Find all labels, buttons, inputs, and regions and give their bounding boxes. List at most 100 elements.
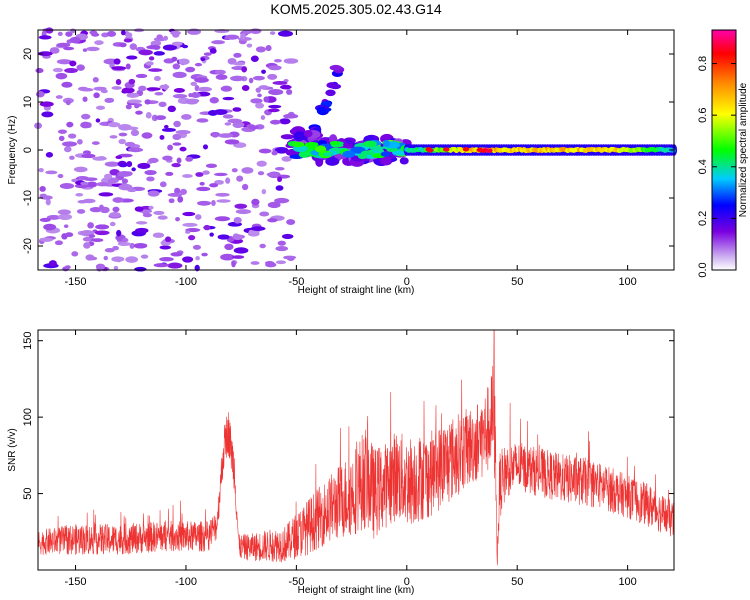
noise-blob (95, 263, 106, 270)
noise-blob (80, 181, 89, 186)
noise-blob (281, 156, 292, 162)
noise-blob (92, 77, 99, 83)
snr-y-axis: 50 100 150 (22, 332, 674, 500)
noise-blob (182, 174, 193, 178)
snr-x-label: Height of straight line (km) (298, 585, 415, 596)
trace-halo-blob (399, 157, 409, 165)
noise-blob (277, 240, 286, 246)
trace-core-blob (329, 141, 340, 146)
noise-blob (45, 198, 51, 206)
noise-blob (109, 221, 116, 227)
noise-blob (224, 243, 234, 251)
noise-blob (194, 77, 209, 83)
noise-blob (71, 251, 79, 257)
noise-blob (153, 51, 166, 56)
noise-blob (233, 247, 249, 254)
noise-blob (89, 30, 98, 35)
noise-blob (157, 215, 168, 220)
snr-x-tick-label: 0 (404, 576, 410, 588)
noise-blob (118, 132, 128, 137)
noise-blob (190, 92, 201, 98)
noise-blob (203, 224, 211, 231)
noise-blob (209, 97, 219, 104)
colorbar-frame (711, 29, 737, 271)
noise-blob (144, 169, 157, 176)
noise-blob (281, 233, 294, 239)
trace-core-blob (304, 141, 319, 147)
noise-blob (76, 209, 86, 214)
noise-blob (216, 199, 231, 203)
noise-blob (259, 243, 266, 249)
diagonal-feature-blob (325, 89, 336, 97)
noise-blob (109, 211, 121, 218)
noise-blob (106, 30, 117, 37)
noise-blob (269, 31, 276, 35)
noise-blob (103, 173, 113, 180)
spectrogram-y-label: Frequency (Hz) (7, 116, 18, 185)
trace-halo-blob (293, 131, 306, 142)
noise-blob (81, 153, 96, 159)
trace-core-blob (380, 151, 391, 157)
noise-blob (64, 68, 78, 74)
noise-blob (168, 198, 175, 204)
noise-blob (104, 248, 115, 253)
noise-blob (232, 255, 245, 259)
colorbar-gradient (712, 30, 736, 270)
noise-blob (158, 101, 167, 107)
noise-blob (63, 224, 69, 229)
noise-blob (39, 217, 51, 223)
noise-blob (130, 129, 140, 137)
noise-blob (159, 245, 172, 250)
noise-blob (232, 107, 242, 112)
noise-blob (172, 63, 181, 70)
noise-blob (45, 170, 58, 175)
noise-blob (274, 197, 290, 204)
snr-y-tick-label: 100 (22, 408, 34, 426)
noise-blob (41, 111, 54, 118)
noise-blob (275, 260, 287, 265)
noise-blob (75, 192, 84, 197)
snr-x-tick-label: -50 (288, 576, 304, 588)
trace-core-blob (391, 150, 405, 155)
noise-blob (77, 139, 83, 145)
noise-blob (148, 68, 163, 72)
snr-x-tick-label: 50 (511, 576, 523, 588)
noise-blob (279, 118, 291, 125)
noise-blob (195, 256, 200, 261)
noise-blob (65, 99, 71, 106)
noise-blob (249, 28, 262, 34)
noise-blob (77, 199, 88, 204)
noise-blob (54, 240, 64, 246)
noise-blob (153, 210, 165, 216)
noise-blob (100, 89, 108, 94)
noise-blob (195, 214, 202, 220)
noise-blob (39, 237, 53, 242)
figure-title: KOM5.2025.305.02.43.G14 (270, 1, 441, 17)
noise-blob (117, 241, 131, 247)
noise-blob (234, 203, 248, 209)
noise-blob (248, 125, 259, 130)
noise-blob (261, 188, 267, 195)
noise-blob (87, 222, 95, 229)
noise-blob (280, 134, 295, 140)
noise-blob (267, 201, 281, 209)
noise-blob (52, 67, 64, 73)
noise-blob (236, 175, 244, 182)
noise-blob (233, 216, 242, 224)
noise-blob (272, 81, 288, 85)
noise-blob (225, 177, 231, 184)
noise-blob (218, 133, 234, 138)
noise-blob (280, 84, 292, 90)
noise-blob (57, 129, 68, 134)
noise-blob (182, 256, 194, 263)
noise-blob (39, 186, 46, 192)
noise-blob (45, 27, 54, 34)
noise-blob (115, 79, 122, 85)
noise-blob (277, 176, 282, 183)
stable-trace-core (670, 148, 676, 153)
noise-blob (45, 152, 54, 158)
noise-blob (185, 66, 196, 73)
noise-blob (233, 52, 242, 58)
noise-blob (172, 93, 188, 99)
noise-blob (55, 95, 63, 99)
